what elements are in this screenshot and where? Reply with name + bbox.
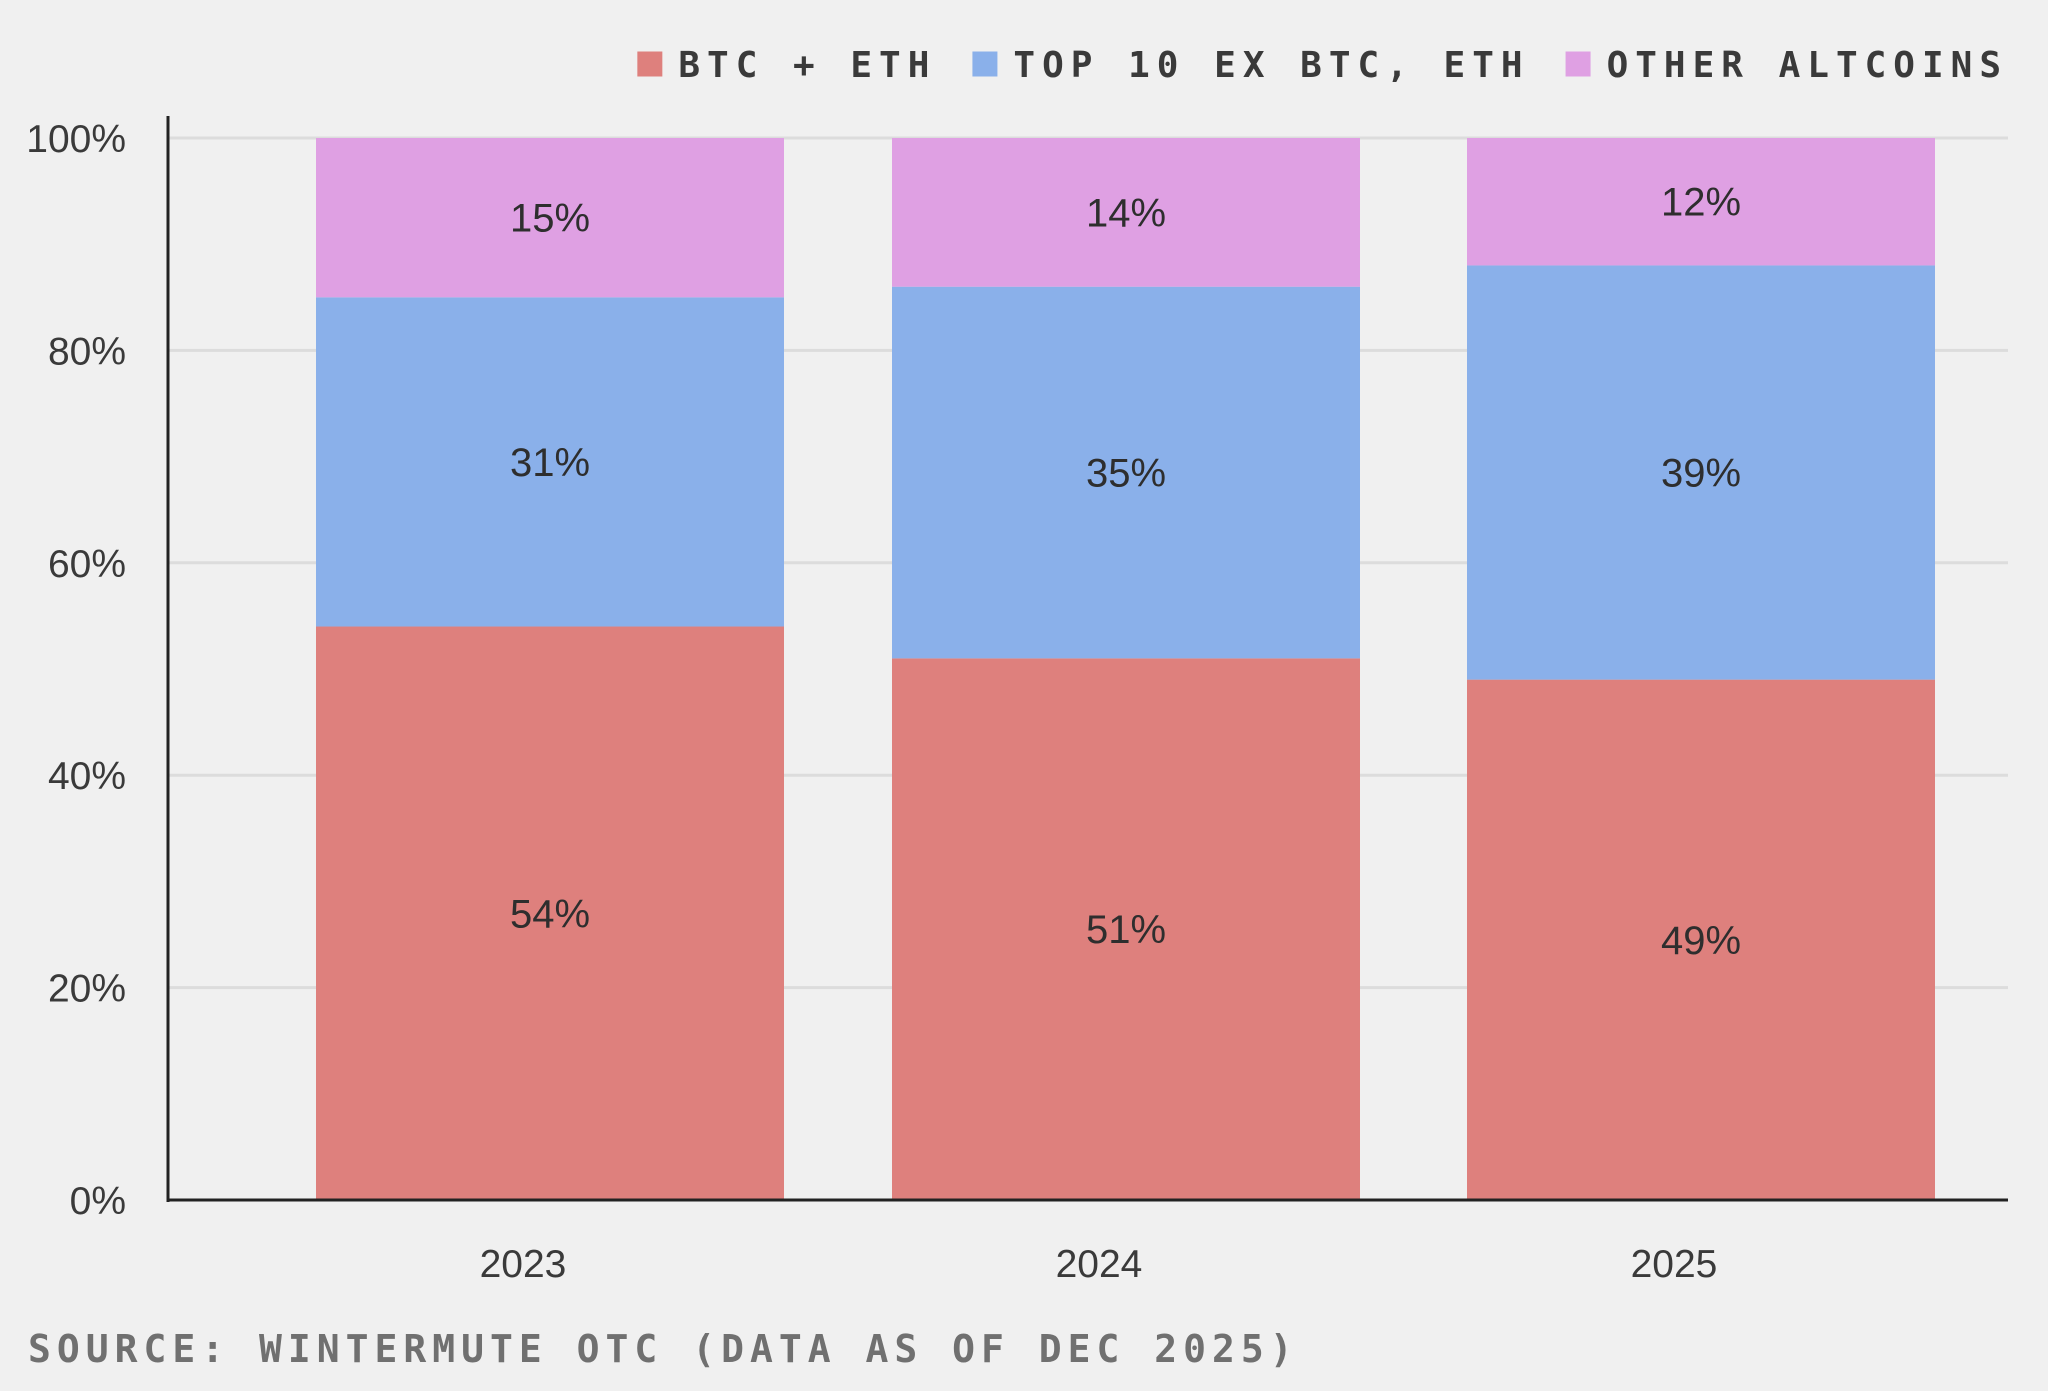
bar-segment-2024-0 <box>892 658 1360 1200</box>
legend-swatch-0 <box>637 51 663 77</box>
bar-segment-2025-0 <box>1467 679 1935 1200</box>
y-tick-label-60: 60% <box>48 543 126 586</box>
bar-segment-2025-1 <box>1467 265 1935 680</box>
bars: 54% 31% 15% 51% 35% 14% 49% 39% 12% <box>316 138 1935 1200</box>
data-label-2024-2: 14% <box>1086 191 1166 235</box>
bar-segment-2023-2 <box>316 138 784 298</box>
legend: BTC + ETH TOP 10 EX BTC, ETH OTHER ALTCOIN… <box>637 45 2008 86</box>
y-tick-label-100: 100% <box>26 118 126 161</box>
data-label-2023-0: 54% <box>510 892 590 936</box>
axes <box>166 116 2008 1202</box>
y-axis-ticks: 0% 20% 40% 60% 80% 100% <box>26 118 126 1223</box>
bar-segment-2023-1 <box>316 297 784 627</box>
data-label-2023-2: 15% <box>510 197 590 241</box>
legend-item-0: BTC + ETH <box>637 45 936 86</box>
y-tick-label-80: 80% <box>48 330 126 373</box>
bar-group-2025: 49% 39% 12% <box>1467 138 1935 1200</box>
x-tick-label-2025: 2025 <box>1631 1243 1718 1286</box>
bar-segment-2024-2 <box>892 138 1360 287</box>
bar-group-2023: 54% 31% 15% <box>316 138 784 1200</box>
bar-segment-2024-1 <box>892 286 1360 659</box>
legend-item-2: OTHER ALTCOINS <box>1565 45 2008 86</box>
source-note: SOURCE: WINTERMUTE OTC (DATA AS OF DEC 2… <box>28 1327 1299 1371</box>
bar-segment-2025-2 <box>1467 138 1935 266</box>
legend-swatch-2 <box>1565 51 1591 77</box>
x-tick-label-2024: 2024 <box>1056 1243 1143 1286</box>
legend-label-0: BTC + ETH <box>678 45 936 86</box>
bar-group-2024: 51% 35% 14% <box>892 138 1360 1200</box>
legend-swatch-1 <box>972 51 998 77</box>
legend-label-1: TOP 10 EX BTC, ETH <box>1013 45 1529 86</box>
data-label-2025-2: 12% <box>1661 181 1741 225</box>
y-tick-label-40: 40% <box>48 755 126 798</box>
data-label-2025-1: 39% <box>1661 452 1741 496</box>
data-label-2025-0: 49% <box>1661 919 1741 963</box>
bar-segment-2023-0 <box>316 626 784 1200</box>
data-label-2023-1: 31% <box>510 441 590 485</box>
data-label-2024-0: 51% <box>1086 908 1166 952</box>
legend-item-1: TOP 10 EX BTC, ETH <box>972 45 1529 86</box>
legend-label-2: OTHER ALTCOINS <box>1607 45 2008 86</box>
data-label-2024-1: 35% <box>1086 452 1166 496</box>
x-tick-label-2023: 2023 <box>480 1243 567 1286</box>
x-axis-ticks: 2023 2024 2025 <box>480 1243 1718 1286</box>
y-tick-label-0: 0% <box>70 1180 126 1223</box>
y-tick-label-20: 20% <box>48 968 126 1011</box>
